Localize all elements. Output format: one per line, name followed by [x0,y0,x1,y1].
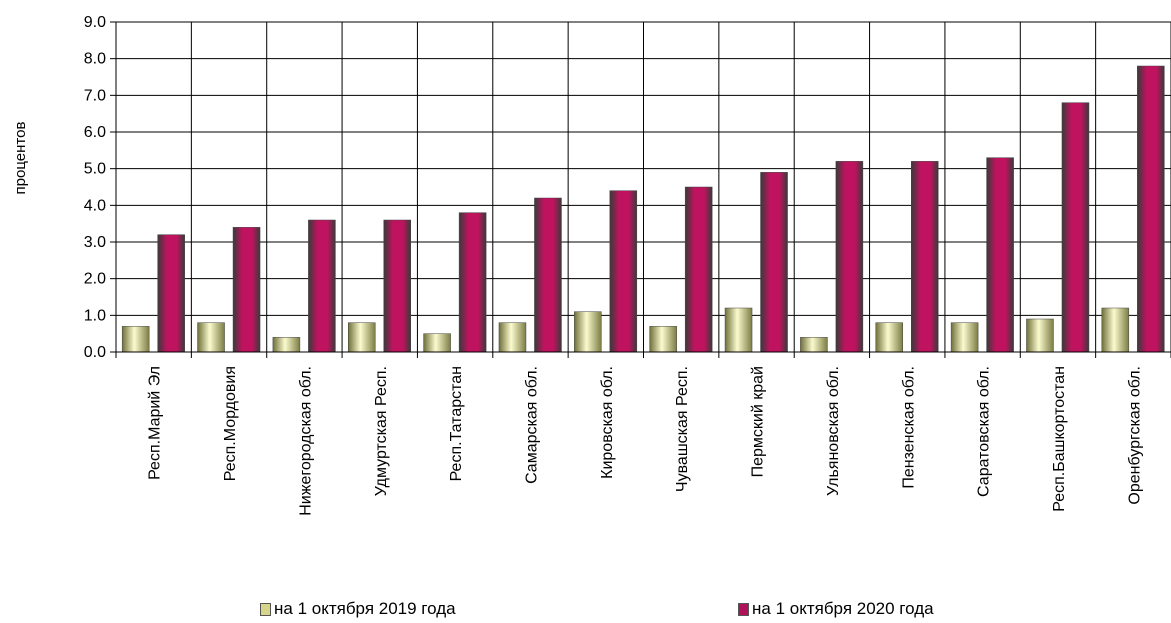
bar-2019-3 [348,322,376,353]
x-category-label: Пермский край [750,366,767,477]
axes: 0.0 1.0 2.0 3.0 4.0 5.0 6.0 7.0 8.0 9.0 Респ.Марий… [84,14,1171,516]
x-category-label: Пензенская обл. [900,366,917,489]
bar-2020-13 [1137,65,1165,353]
legend-label-2020: на 1 октября 2020 года [752,599,934,618]
bar-2020-4 [458,212,487,353]
legend-swatch-2019 [260,602,271,616]
bar-2020-1 [232,227,261,353]
y-axis-title: процентов [12,122,29,195]
x-category-label: Ульяновская обл. [825,366,842,496]
bar-2019-12 [1026,318,1054,353]
legend: на 1 октября 2019 года на 1 октября 2020… [0,599,1171,623]
x-category-label: Удмуртская Респ. [373,366,390,496]
x-category-label: Оренбургская обл. [1126,366,1143,505]
y-tick-label: 4.0 [84,197,106,214]
bar-2020-5 [534,197,562,353]
x-category-label: Респ.Мордовия [222,366,239,481]
bar-2020-11 [986,157,1014,353]
y-tick-label: 2.0 [84,271,106,288]
bar-2020-2 [308,219,336,353]
bar-chart: 0.0 1.0 2.0 3.0 4.0 5.0 6.0 7.0 8.0 9.0 Респ.Марий… [12,14,1171,516]
x-category-label: Саратовская обл. [976,366,993,497]
bar-2019-4 [423,333,451,353]
x-category-label: Самарская обл. [523,366,540,484]
y-tick-label: 6.0 [84,124,106,141]
x-category-label: Респ.Башкортостан [1051,366,1068,512]
y-tick-label: 8.0 [84,51,106,68]
legend-label-2019: на 1 октября 2019 года [274,599,456,618]
bar-2019-9 [800,337,828,353]
bar-2020-7 [684,186,713,353]
bar-2019-8 [724,307,753,353]
y-tick-label: 5.0 [84,161,106,178]
x-category-label: Чувашская Респ. [674,366,691,492]
bar-2019-10 [875,322,903,353]
bar-2020-6 [609,190,638,353]
bar-2020-0 [157,234,185,353]
x-category-label: Респ.Татарстан [448,366,465,481]
y-tick-label: 7.0 [84,87,106,104]
x-category-label: Респ.Марий Эл [147,366,164,480]
bar-2020-8 [760,172,788,353]
x-category-label: Нижегородская обл. [297,366,314,516]
y-tick-label: 1.0 [84,307,106,324]
bar-2020-3 [383,219,411,353]
legend-swatch-2020 [738,602,749,616]
bar-2019-11 [950,322,979,353]
bar-2020-9 [835,161,864,353]
bar-2019-7 [649,326,677,353]
bar-2019-2 [272,337,301,353]
bar-2019-1 [197,322,225,353]
legend-item-2019: на 1 октября 2019 года [260,599,456,619]
gridlines [115,21,1171,353]
y-tick-label: 3.0 [84,234,106,251]
bars [121,65,1165,353]
bar-2019-5 [498,322,527,353]
y-tick-label: 0.0 [84,344,106,361]
legend-item-2020: на 1 октября 2020 года [738,599,934,619]
bar-2019-6 [574,311,602,353]
y-tick-label: 9.0 [84,14,106,31]
bar-2019-0 [121,326,150,353]
bar-2020-10 [911,161,939,353]
bar-2020-12 [1061,102,1090,353]
x-category-label: Кировская обл. [599,366,616,479]
bar-2019-13 [1101,307,1130,353]
